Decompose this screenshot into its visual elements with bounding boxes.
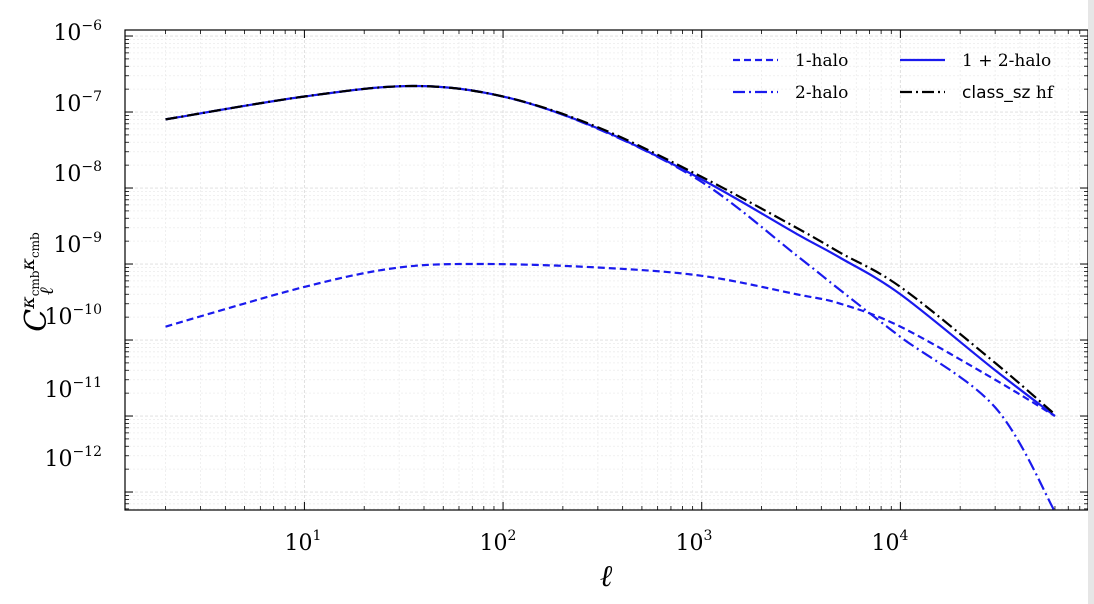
legend: 1-halo 2-halo 1 + 2-halo class_sz hf <box>733 51 1055 103</box>
legend-entry-1-halo: 1-halo <box>733 51 848 71</box>
y-tick-label: 10−9 <box>53 230 102 258</box>
ticks <box>125 30 1088 510</box>
series-line-1-halo <box>165 262 1056 417</box>
legend-label: 2-halo <box>795 83 848 103</box>
y-tick-label: 10−10 <box>44 302 102 330</box>
legend-entry-1-plus-2-halo: 1 + 2-halo <box>900 51 1051 71</box>
x-axis-label: ℓ <box>600 559 613 594</box>
y-tick-label: 10−12 <box>44 444 102 472</box>
legend-label: 1 + 2-halo <box>962 51 1051 71</box>
y-tick-label: 10−6 <box>53 18 102 46</box>
y-tick-label: 10−7 <box>53 89 102 117</box>
legend-label: class_sz hf <box>962 83 1055 103</box>
scrollbar[interactable] <box>1088 0 1094 604</box>
y-tick-label: 10−8 <box>53 159 102 187</box>
x-tick-label: 103 <box>676 528 713 556</box>
y-tick-labels: 10−12 10−11 10−10 10−9 10−8 10−7 10−6 <box>44 18 102 472</box>
x-tick-label: 102 <box>480 528 517 556</box>
x-tick-labels: 101 102 103 104 <box>285 528 909 556</box>
legend-label: 1-halo <box>795 51 848 71</box>
legend-entry-2-halo: 2-halo <box>733 83 848 103</box>
x-tick-label: 104 <box>872 528 909 556</box>
x-tick-label: 101 <box>285 528 322 556</box>
y-tick-label: 10−11 <box>44 375 102 403</box>
plot-lines <box>165 84 1056 513</box>
legend-entry-class-sz-hf: class_sz hf <box>900 83 1055 103</box>
grid <box>125 30 1088 510</box>
series-line-class-sz-hf <box>165 84 1056 416</box>
